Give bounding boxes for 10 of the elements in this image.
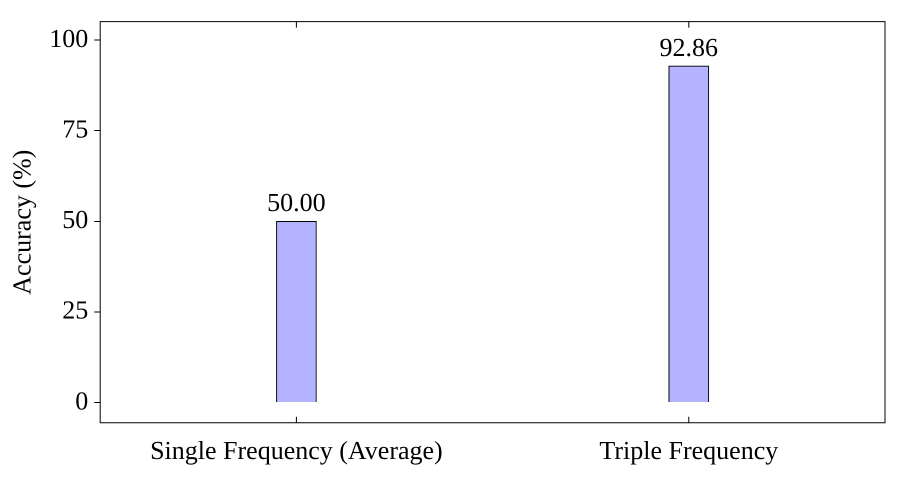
x-tick-label: Single Frequency (Average) xyxy=(150,436,443,466)
y-tick-label: 0 xyxy=(75,386,88,416)
y-axis-title: Accuracy (%) xyxy=(7,150,36,295)
x-tick-label: Triple Frequency xyxy=(599,436,778,466)
y-tick-label: 25 xyxy=(62,296,88,325)
data-label: 50.00 xyxy=(267,188,326,218)
data-label: 92.86 xyxy=(660,32,718,62)
y-tick-label: 75 xyxy=(62,114,88,144)
y-tick-label: 50 xyxy=(62,205,88,234)
y-tick-label: 100 xyxy=(49,24,88,53)
